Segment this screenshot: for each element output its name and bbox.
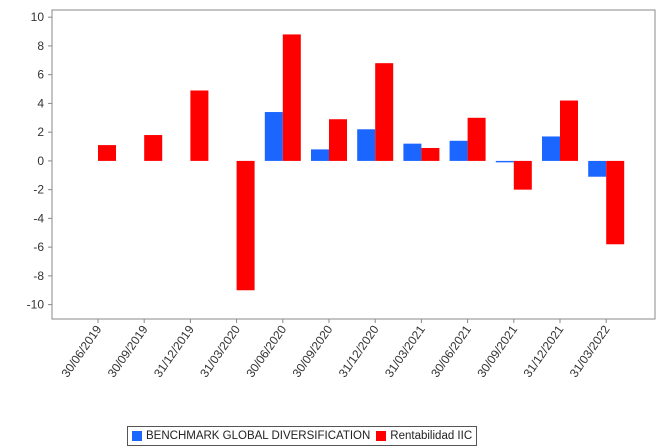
x-tick-label: 31/03/2021 [382,322,428,379]
y-tick-label: 2 [37,125,44,139]
y-tick-label: 0 [37,154,44,168]
bar-rentabilidad [236,160,255,291]
bar-rentabilidad [144,135,163,161]
legend: BENCHMARK GLOBAL DIVERSIFICATION Rentabi… [127,426,478,446]
legend-label-rentabilidad: Rentabilidad IIC [390,430,473,442]
y-tick-label: -6 [33,240,44,254]
y-tick-label: 10 [31,10,45,24]
bar-benchmark [311,149,329,161]
x-tick-label: 30/09/2021 [474,322,520,379]
legend-item-rentabilidad: Rentabilidad IIC [376,430,472,442]
legend-swatch-rentabilidad [376,431,387,441]
bar-benchmark [588,160,607,177]
x-tick-label: 31/12/2019 [151,322,197,379]
bar-rentabilidad [421,147,440,161]
bar-benchmark [357,129,376,161]
x-tick-label: 31/12/2020 [336,322,382,379]
x-tick-label: 30/06/2019 [59,322,105,379]
x-tick-label: 30/09/2020 [290,322,336,379]
bar-benchmark [403,143,422,161]
x-axis: 30/06/2019 30/09/2019 31/12/2019 31/03/2020… [59,319,613,380]
bar-rentabilidad [560,100,578,161]
y-tick-label: 4 [37,96,44,110]
bar-rentabilidad [98,145,116,161]
bar-rentabilidad [467,117,486,161]
bar-benchmark [449,140,468,161]
x-tick-label: 30/06/2020 [243,322,289,379]
bar-benchmark [264,112,283,161]
y-tick-label: -4 [33,211,44,225]
bar-rentabilidad [375,63,394,161]
plot-area [51,9,656,320]
bar-benchmark [542,136,560,161]
bar-rentabilidad [190,90,209,161]
bars-group [98,34,625,291]
bar-benchmark [495,160,514,163]
x-tick-label: 30/06/2021 [428,322,474,379]
legend-item-benchmark: BENCHMARK GLOBAL DIVERSIFICATION [132,430,370,442]
x-tick-label: 31/03/2022 [567,322,613,379]
y-tick-label: -10 [27,298,45,312]
y-tick-label: -8 [33,269,44,283]
x-tick-label: 31/12/2021 [521,322,567,379]
y-tick-label: 8 [37,39,44,53]
y-tick-label: -2 [33,183,44,197]
x-tick-label: 30/09/2019 [105,322,151,379]
bar-rentabilidad [282,34,301,161]
legend-swatch-benchmark [132,431,142,441]
bar-rentabilidad [329,119,347,161]
bar-rentabilidad [513,160,532,190]
bar-rentabilidad [606,160,625,245]
y-axis: 10 8 6 4 2 0 -2 -4 -6 -8 -10 [27,10,52,312]
y-tick-label: 6 [37,68,44,82]
x-tick-label: 31/03/2020 [197,322,243,379]
legend-label-benchmark: BENCHMARK GLOBAL DIVERSIFICATION [146,430,371,442]
